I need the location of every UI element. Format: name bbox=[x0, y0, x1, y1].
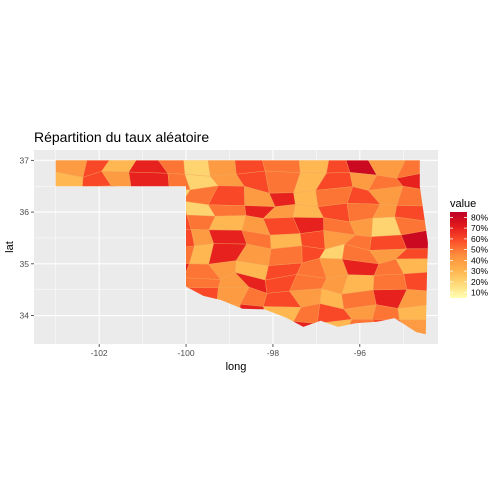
y-tick-label: 37 bbox=[20, 155, 30, 165]
county-region bbox=[208, 229, 248, 245]
county-region bbox=[183, 160, 211, 177]
county-region bbox=[403, 272, 428, 292]
y-tick-label: 35 bbox=[20, 259, 30, 269]
legend-title: value bbox=[450, 198, 476, 210]
y-tick-label: 34 bbox=[20, 311, 30, 321]
county-region bbox=[208, 215, 247, 231]
county-region bbox=[369, 234, 407, 251]
legend-label: 40% bbox=[471, 255, 488, 265]
y-tick-label: 36 bbox=[20, 207, 30, 217]
county-region bbox=[397, 304, 428, 321]
county-region bbox=[183, 277, 221, 288]
legend-colorbar bbox=[450, 212, 467, 298]
legend-label: 70% bbox=[471, 223, 488, 233]
county-region bbox=[298, 160, 330, 174]
county-region bbox=[326, 160, 351, 174]
y-axis: 34 35 36 37 bbox=[20, 155, 34, 321]
legend-label: 20% bbox=[471, 277, 488, 287]
legend-label: 10% bbox=[471, 288, 488, 298]
legend: value 80%70%60%50%40%30%20%10% bbox=[450, 198, 488, 298]
x-tick-label: -102 bbox=[91, 348, 108, 358]
county-region bbox=[268, 245, 303, 266]
county-region bbox=[395, 248, 428, 260]
x-tick-label: -98 bbox=[267, 348, 280, 358]
legend-label: 60% bbox=[471, 234, 488, 244]
legend-label: 80% bbox=[471, 212, 488, 222]
legend-label: 50% bbox=[471, 245, 488, 255]
county-region bbox=[400, 230, 428, 250]
county-region bbox=[394, 216, 428, 236]
county-region bbox=[293, 190, 319, 207]
county-region bbox=[394, 205, 428, 222]
x-axis: -102 -100 -98 -96 bbox=[91, 344, 367, 358]
county-region bbox=[262, 160, 301, 173]
x-axis-title: long bbox=[226, 361, 247, 373]
county-region bbox=[395, 258, 428, 275]
county-region bbox=[373, 273, 408, 291]
county-region bbox=[396, 186, 428, 207]
chart-title: Répartition du taux aléatoire bbox=[34, 129, 209, 145]
legend-label: 30% bbox=[471, 266, 488, 276]
x-tick-label: -96 bbox=[354, 348, 367, 358]
x-tick-label: -100 bbox=[178, 348, 195, 358]
county-region bbox=[397, 289, 428, 309]
y-axis-title: lat bbox=[4, 241, 16, 253]
county-region bbox=[207, 160, 237, 177]
